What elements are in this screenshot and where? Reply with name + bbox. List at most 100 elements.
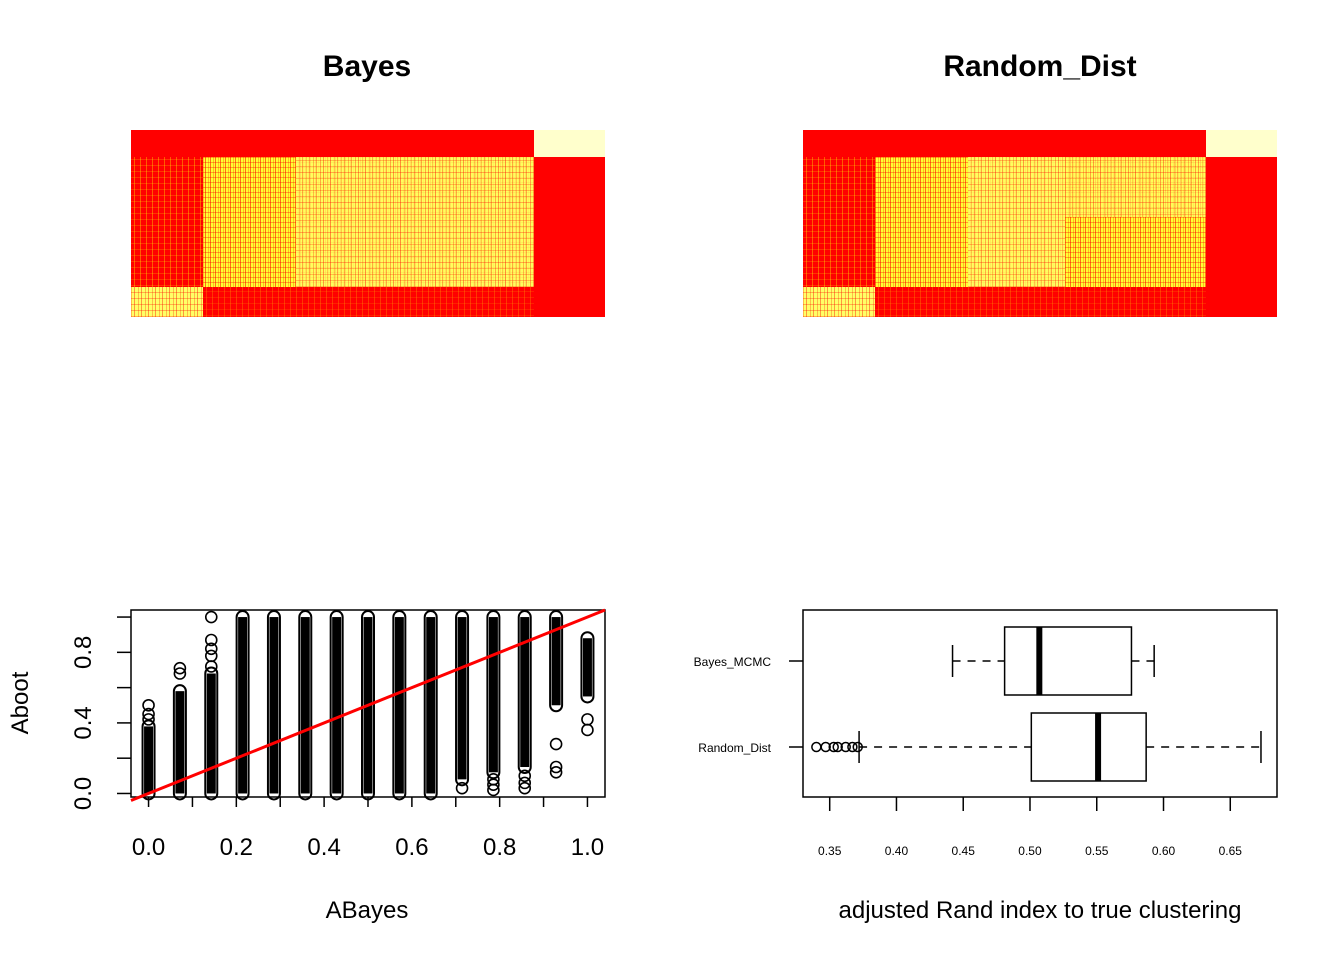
boxplot-x-tick-label: 0.45 [952, 844, 976, 858]
scatter-point [549, 737, 563, 751]
scatter-column-fill [175, 691, 185, 794]
boxplot-x-tick-label: 0.40 [885, 844, 909, 858]
scatter-column [141, 698, 156, 801]
heatmap-random-dist-title: Random_Dist [943, 50, 1136, 83]
box-iqr [1003, 626, 1133, 696]
boxplot-x-axis-label: adjusted Rand index to true clustering [839, 897, 1242, 924]
scatter-column-outline [235, 610, 250, 801]
boxplot-y-axis: Bayes_MCMC Random_Dist [694, 655, 803, 755]
heatmap-random-dist-block-top-right [1206, 130, 1277, 157]
heatmap-bayes-block-bottom-center [203, 287, 534, 317]
boxplot-x-tick-label: 0.60 [1152, 844, 1176, 858]
boxplot-frame [802, 609, 1278, 798]
scatter-y-axis: 0.0 0.4 0.8 [70, 616, 131, 810]
scatter-point [204, 610, 218, 624]
scatter-x-axis-label: ABayes [326, 897, 409, 924]
scatter-x-tick-label: 0.6 [395, 834, 428, 861]
scatter-point [487, 773, 500, 786]
scatter-x-tick-label: 1.0 [571, 834, 604, 861]
heatmap-bayes: Bayes [131, 50, 605, 317]
scatter-point [455, 781, 469, 795]
scatter-column-fill [144, 726, 154, 794]
scatter-column [235, 610, 250, 801]
scatter-column-fill [238, 617, 248, 794]
scatter-points [141, 610, 595, 801]
scatter-column [423, 610, 438, 801]
box-elements [811, 626, 1262, 782]
scatter-column-outline [392, 610, 407, 801]
scatter-column [266, 610, 281, 801]
scatter-point [204, 660, 218, 673]
scatter-point [142, 698, 155, 712]
scatter-column-outline [423, 610, 438, 801]
box-outlier [832, 741, 843, 753]
heatmap-bayes-title: Bayes [323, 50, 411, 83]
box-outlier [811, 741, 822, 753]
box-outlier [847, 741, 858, 753]
reference-line [130, 608, 606, 802]
box-outlier [852, 741, 863, 753]
scatter-column-fill [332, 617, 342, 794]
scatter-x-tick-label: 0.0 [132, 834, 165, 861]
scatter-column-fill [457, 617, 467, 780]
scatter-y-tick-label: 0.8 [70, 636, 97, 669]
scatter-column-fill [551, 617, 561, 706]
scatter-plot: 0.0 0.2 0.4 0.6 0.8 1.0 0.0 0.4 0.8 ABayes Aboo… [7, 608, 606, 924]
boxplot-x-tick-label: 0.35 [818, 844, 842, 858]
scatter-column [298, 610, 313, 801]
box-outlier [820, 741, 831, 753]
scatter-point [549, 760, 563, 774]
scatter-column-fill [269, 617, 279, 794]
box-outlier [828, 741, 839, 753]
scatter-column-outline [580, 631, 595, 704]
scatter-point [581, 713, 594, 726]
scatter-column-fill [488, 617, 498, 773]
heatmap-bayes-block-center-dense [296, 157, 534, 287]
scatter-column-outline [329, 610, 344, 801]
box-iqr [1030, 712, 1147, 782]
scatter-column-fill [394, 617, 404, 794]
scatter-point [204, 633, 218, 647]
scatter-column [392, 610, 407, 801]
scatter-column-outline [549, 610, 564, 713]
heatmap-random-dist-block-center-dense [968, 157, 1065, 287]
scatter-column [580, 631, 595, 737]
scatter-point [487, 778, 500, 791]
scatter-point [581, 723, 594, 737]
scatter-column-outline [266, 610, 281, 801]
scatter-column-outline [455, 610, 470, 787]
scatter-point [518, 776, 532, 790]
scatter-point [518, 781, 532, 795]
scatter-x-tick-label: 0.4 [307, 834, 340, 861]
scatter-point [142, 707, 155, 721]
scatter-x-tick-label: 0.8 [483, 834, 516, 861]
scatter-point [204, 649, 218, 663]
scatter-column-outline [486, 610, 501, 780]
heatmap-random-dist-block-center-right [1065, 157, 1206, 217]
scatter-x-tick-label: 0.2 [220, 834, 253, 861]
scatter-column [204, 610, 219, 801]
scatter-column-fill [300, 617, 310, 794]
scatter-column [329, 610, 344, 801]
heatmap-random-dist-block-bottom-center [875, 287, 1206, 317]
heatmap-random-dist-block-left [803, 157, 875, 287]
scatter-x-axis: 0.0 0.2 0.4 0.6 0.8 1.0 [132, 797, 604, 861]
scatter-column-fill [206, 673, 216, 794]
scatter-point [204, 642, 218, 656]
boxplot-x-tick-label: 0.55 [1085, 844, 1109, 858]
heatmap-random-dist-block-bottom-left [803, 287, 875, 317]
scatter-column [172, 661, 187, 801]
scatter-point [173, 661, 187, 675]
boxplot-category-label: Random_Dist [698, 741, 771, 755]
scatter-y-axis-label: Aboot [7, 671, 34, 734]
heatmap-bayes-block-bottom-left [131, 287, 203, 317]
boxplot-x-tick-label: 0.65 [1219, 844, 1243, 858]
scatter-column-fill [426, 617, 436, 794]
box-series [951, 626, 1155, 696]
scatter-point [549, 766, 563, 779]
boxplot-x-axis: 0.35 0.40 0.45 0.50 0.55 0.60 0.65 [818, 797, 1242, 858]
scatter-column-fill [520, 617, 530, 768]
scatter-column [455, 610, 470, 795]
heatmap-bayes-block-left [131, 157, 203, 287]
boxplot: 0.35 0.40 0.45 0.50 0.55 0.60 0.65 Bayes_MCMC R… [694, 609, 1278, 924]
